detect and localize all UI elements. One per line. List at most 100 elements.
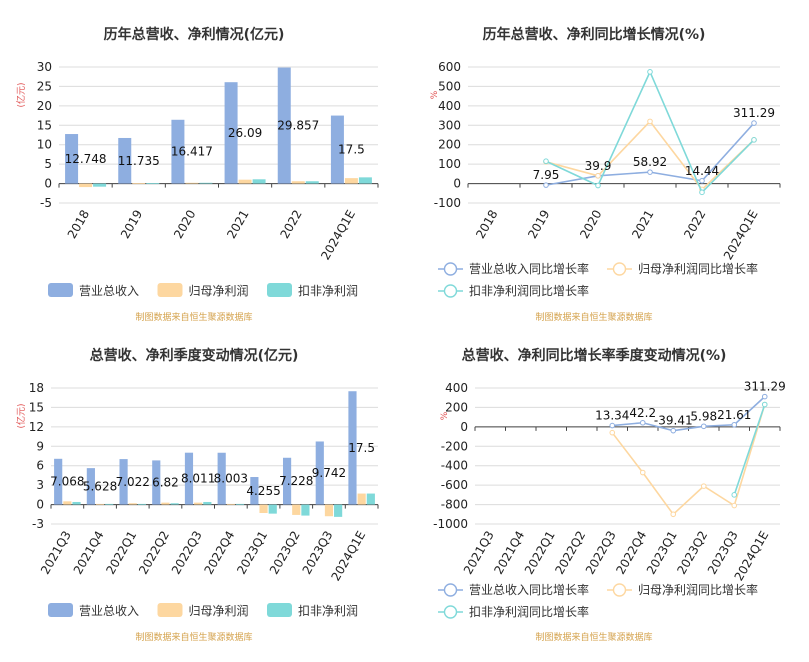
series-point [543, 158, 549, 165]
legend-label: 归母净利润 [189, 284, 249, 298]
x-tick-label: 2021Q3 [38, 529, 74, 577]
y-tick-label: 400 [445, 381, 468, 395]
y-tick-label: 9 [36, 439, 44, 453]
data-label: 12.748 [65, 152, 107, 166]
data-label: 9.742 [312, 466, 346, 480]
data-label: 16.417 [171, 145, 213, 159]
bar-deducted-profit [137, 503, 147, 505]
panel-quarterly-growth: 总营收、净利同比增长率季度变动情况(%)% -1000 -800 -600 -400 -2… [433, 347, 786, 643]
panel-quarterly-revenue-profit: 总营收、净利季度变动情况(亿元)(亿元)-303691215182021Q320… [15, 347, 379, 643]
legend-swatch [48, 603, 73, 617]
bar-deducted-profit [366, 493, 375, 505]
legend-marker [612, 262, 627, 276]
series-point [731, 492, 738, 498]
legend-label: 营业总收入 [79, 284, 139, 298]
panel-annual-growth: 历年总营收、净利同比增长情况(%)% -100 0 100 200 300 400 500 60… [430, 26, 781, 323]
data-label: 26.09 [228, 126, 262, 140]
data-label: 7.95 [533, 168, 560, 182]
bar-revenue [250, 477, 259, 505]
legend-label: 营业总收入同比增长率 [469, 261, 589, 276]
series-point [647, 169, 653, 175]
bar-parent-profit [132, 183, 146, 184]
bar-revenue [184, 452, 194, 505]
y-tick-label: 5 [44, 157, 52, 171]
legend-label: 扣非净利润同比增长率 [469, 604, 589, 619]
x-tick-label: 2018 [65, 208, 92, 241]
legend-swatch [157, 283, 183, 297]
bar-parent-profit [185, 182, 199, 184]
data-label: 4.255 [246, 484, 280, 498]
y-tick-label: 0 [36, 498, 44, 512]
y-tick-label: 10 [37, 138, 52, 152]
x-tick-label: 2022Q3 [169, 529, 205, 577]
y-tick-label: 15 [29, 400, 44, 414]
y-tick-label: 30 [37, 60, 52, 74]
data-label: 8.003 [214, 472, 248, 486]
series-point [639, 469, 646, 476]
y-tick-label: 0 [453, 177, 461, 191]
bar-revenue [217, 452, 226, 505]
series-point [761, 393, 768, 400]
data-label: 5.628 [83, 479, 117, 493]
bar-revenue [86, 468, 95, 505]
bar-deducted-profit [305, 181, 319, 184]
legend-marker [443, 583, 458, 597]
bar-parent-profit [357, 493, 366, 505]
legend-label: 扣非净利润同比增长率 [469, 283, 589, 298]
source-note: 制图数据来自恒生聚源数据库 [135, 631, 252, 643]
y-tick-label: 3 [36, 478, 44, 492]
y-tick-label: -800 [441, 498, 468, 512]
bar-parent-profit [226, 503, 235, 505]
data-label: 58.92 [633, 155, 667, 169]
series-point [670, 427, 677, 434]
series-point [699, 177, 705, 184]
y-tick-label: 200 [438, 138, 461, 152]
bar-parent-profit [161, 502, 170, 505]
bar-revenue [348, 391, 357, 505]
y-tick-label: -600 [441, 478, 468, 492]
series-point [543, 182, 549, 188]
data-label: 21.61 [717, 408, 751, 422]
data-label: 7.068 [50, 475, 84, 489]
x-tick-label: 2020 [171, 208, 198, 241]
bar-parent-profit [128, 503, 137, 505]
bar-deducted-profit [252, 179, 266, 184]
bar-revenue [119, 459, 128, 505]
bar-parent-profit [292, 504, 301, 515]
y-tick-label: 300 [438, 118, 461, 132]
series-line-revenue [612, 396, 766, 432]
y-tick-label: -200 [441, 439, 468, 453]
bar-deducted-profit [146, 183, 160, 184]
x-tick-label: 2018 [473, 208, 500, 241]
y-tick-label: 12 [29, 420, 44, 434]
x-tick-label: 2019 [525, 208, 552, 241]
chart-title: 历年总营收、净利情况(亿元) [104, 26, 285, 43]
bar-deducted-profit [301, 504, 310, 516]
data-label: 11.735 [118, 154, 160, 168]
chart-title: 总营收、净利同比增长率季度变动情况(%) [462, 347, 727, 364]
series-point [595, 173, 601, 179]
series-point [731, 421, 738, 428]
x-tick-label: 2022 [681, 208, 708, 241]
series-point [761, 401, 768, 408]
x-tick-label: 2023Q3 [300, 529, 336, 577]
x-tick-label: 2024Q1E [318, 208, 358, 263]
x-tick-label: 2022Q1 [103, 529, 139, 577]
bar-parent-profit [79, 183, 93, 188]
y-tick-label: 400 [438, 99, 461, 113]
series-point [647, 69, 653, 75]
source-note: 制图数据来自恒生聚源数据库 [535, 631, 652, 643]
bar-parent-profit [259, 504, 268, 513]
legend-marker [443, 284, 458, 298]
series-point [609, 422, 616, 429]
series-point [700, 483, 707, 489]
y-axis-unit-label: % [440, 411, 450, 420]
legend-label: 归母净利润 [189, 604, 249, 618]
bar-deducted-profit [268, 504, 277, 514]
data-label: 17.5 [348, 441, 375, 455]
y-tick-label: 0 [460, 420, 468, 434]
series-point [639, 419, 646, 426]
bar-deducted-profit [93, 183, 107, 187]
bar-parent-profit [324, 504, 334, 517]
x-tick-label: 2022Q2 [136, 529, 172, 577]
